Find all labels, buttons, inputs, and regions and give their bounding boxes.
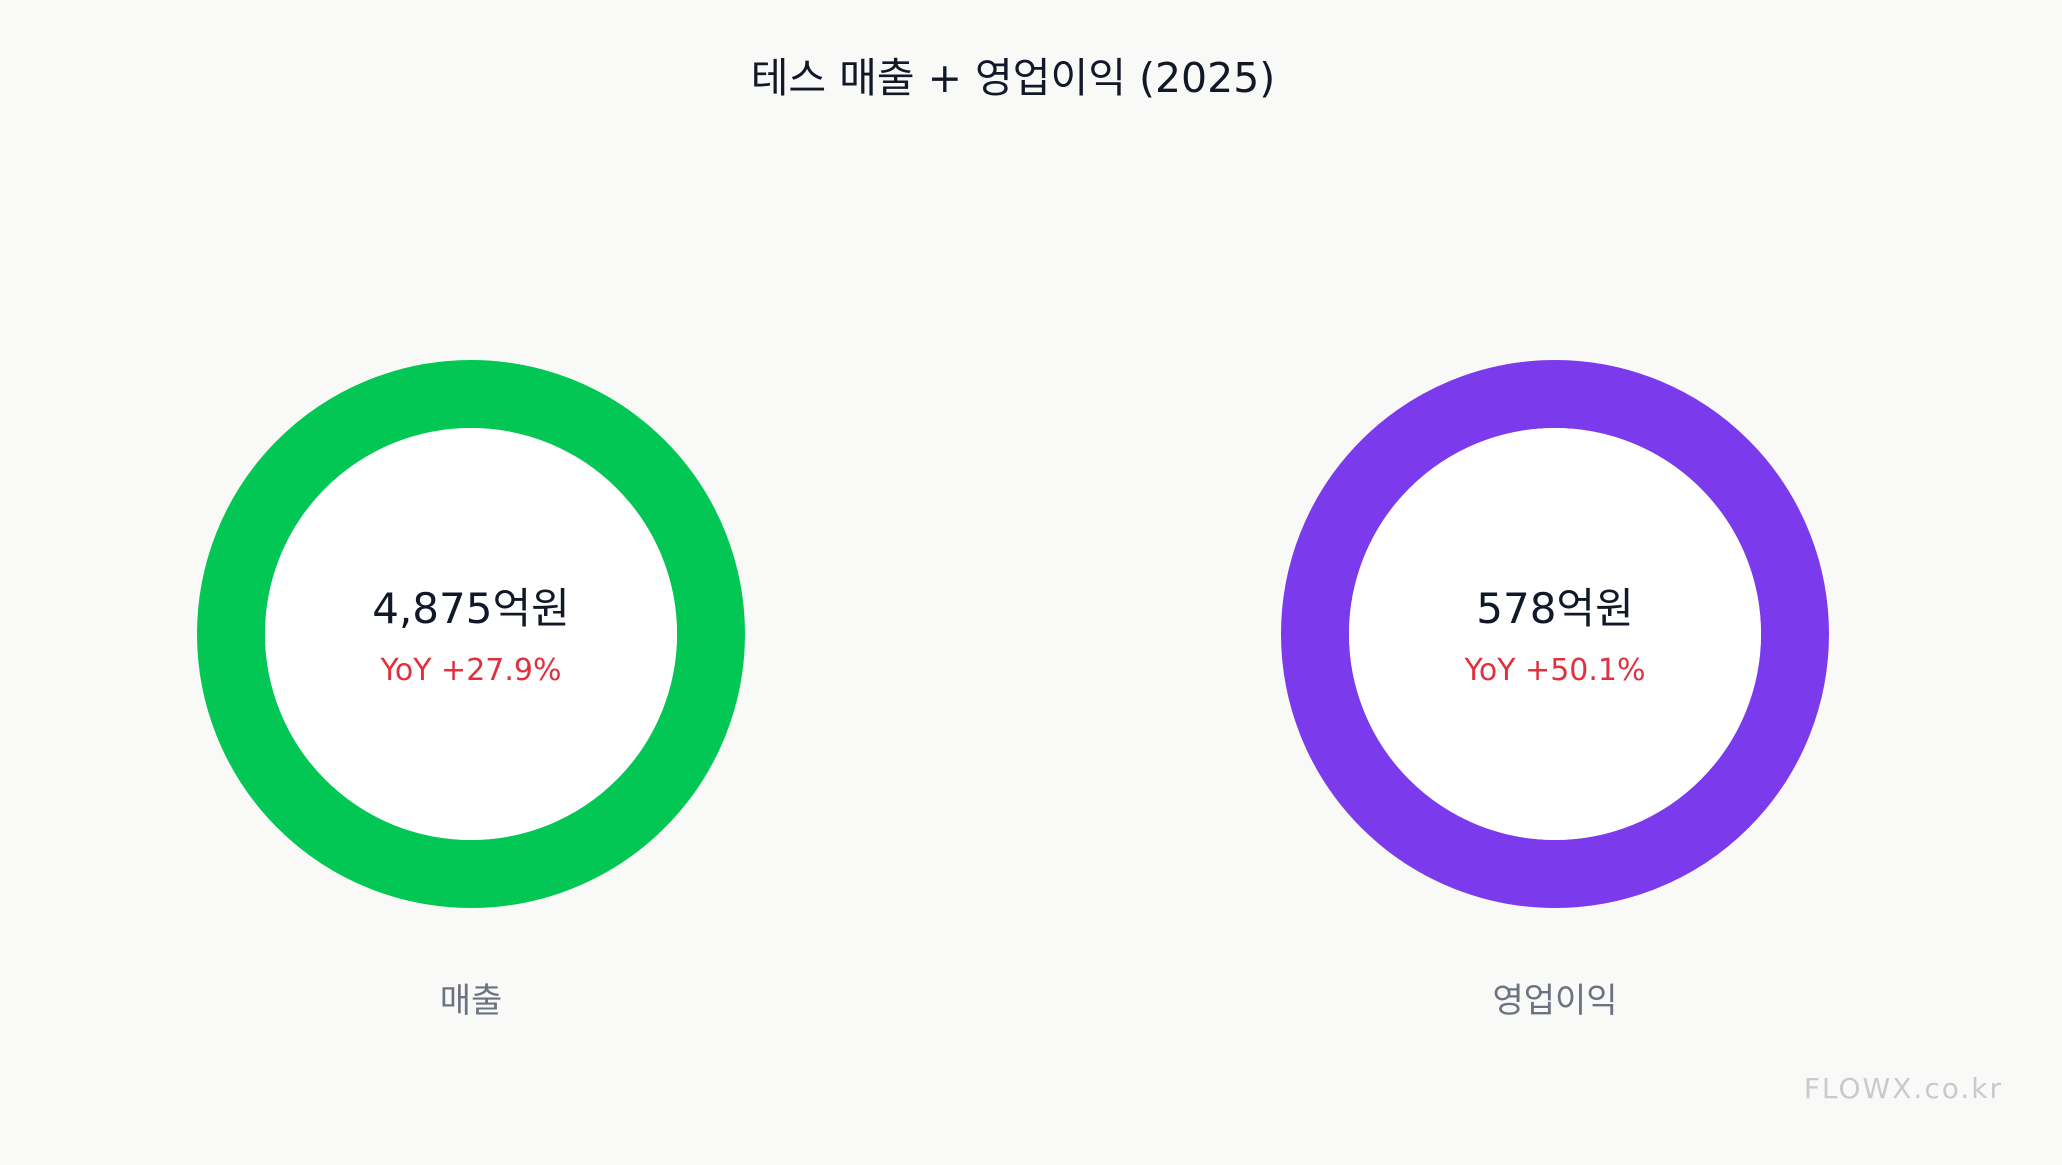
yoy-label-operating-profit: YoY +50.1% (1464, 653, 1646, 688)
yoy-label-revenue: YoY +27.9% (380, 653, 562, 688)
donut-ring-revenue (197, 360, 745, 908)
donut-hole-operating-profit (1349, 428, 1761, 840)
category-label-revenue: 매출 (440, 981, 503, 1021)
chart-title: 테스 매출 + 영업이익 (2025) (751, 54, 1276, 102)
donut-revenue: 4,875억원 YoY +27.9% 매출 (197, 360, 745, 1021)
donut-operating-profit: 578억원 YoY +50.1% 영업이익 (1281, 360, 1829, 1021)
watermark: FLOWX.co.kr (1804, 1072, 2003, 1105)
value-label-revenue: 4,875억원 (372, 584, 570, 633)
donut-charts: 4,875억원 YoY +27.9% 매출 578억원 YoY +50.1% 영업이익 (197, 360, 1829, 1021)
category-label-operating-profit: 영업이익 (1492, 981, 1617, 1021)
value-label-operating-profit: 578억원 (1476, 584, 1633, 633)
donut-ring-operating-profit (1281, 360, 1829, 908)
donut-hole-revenue (265, 428, 677, 840)
